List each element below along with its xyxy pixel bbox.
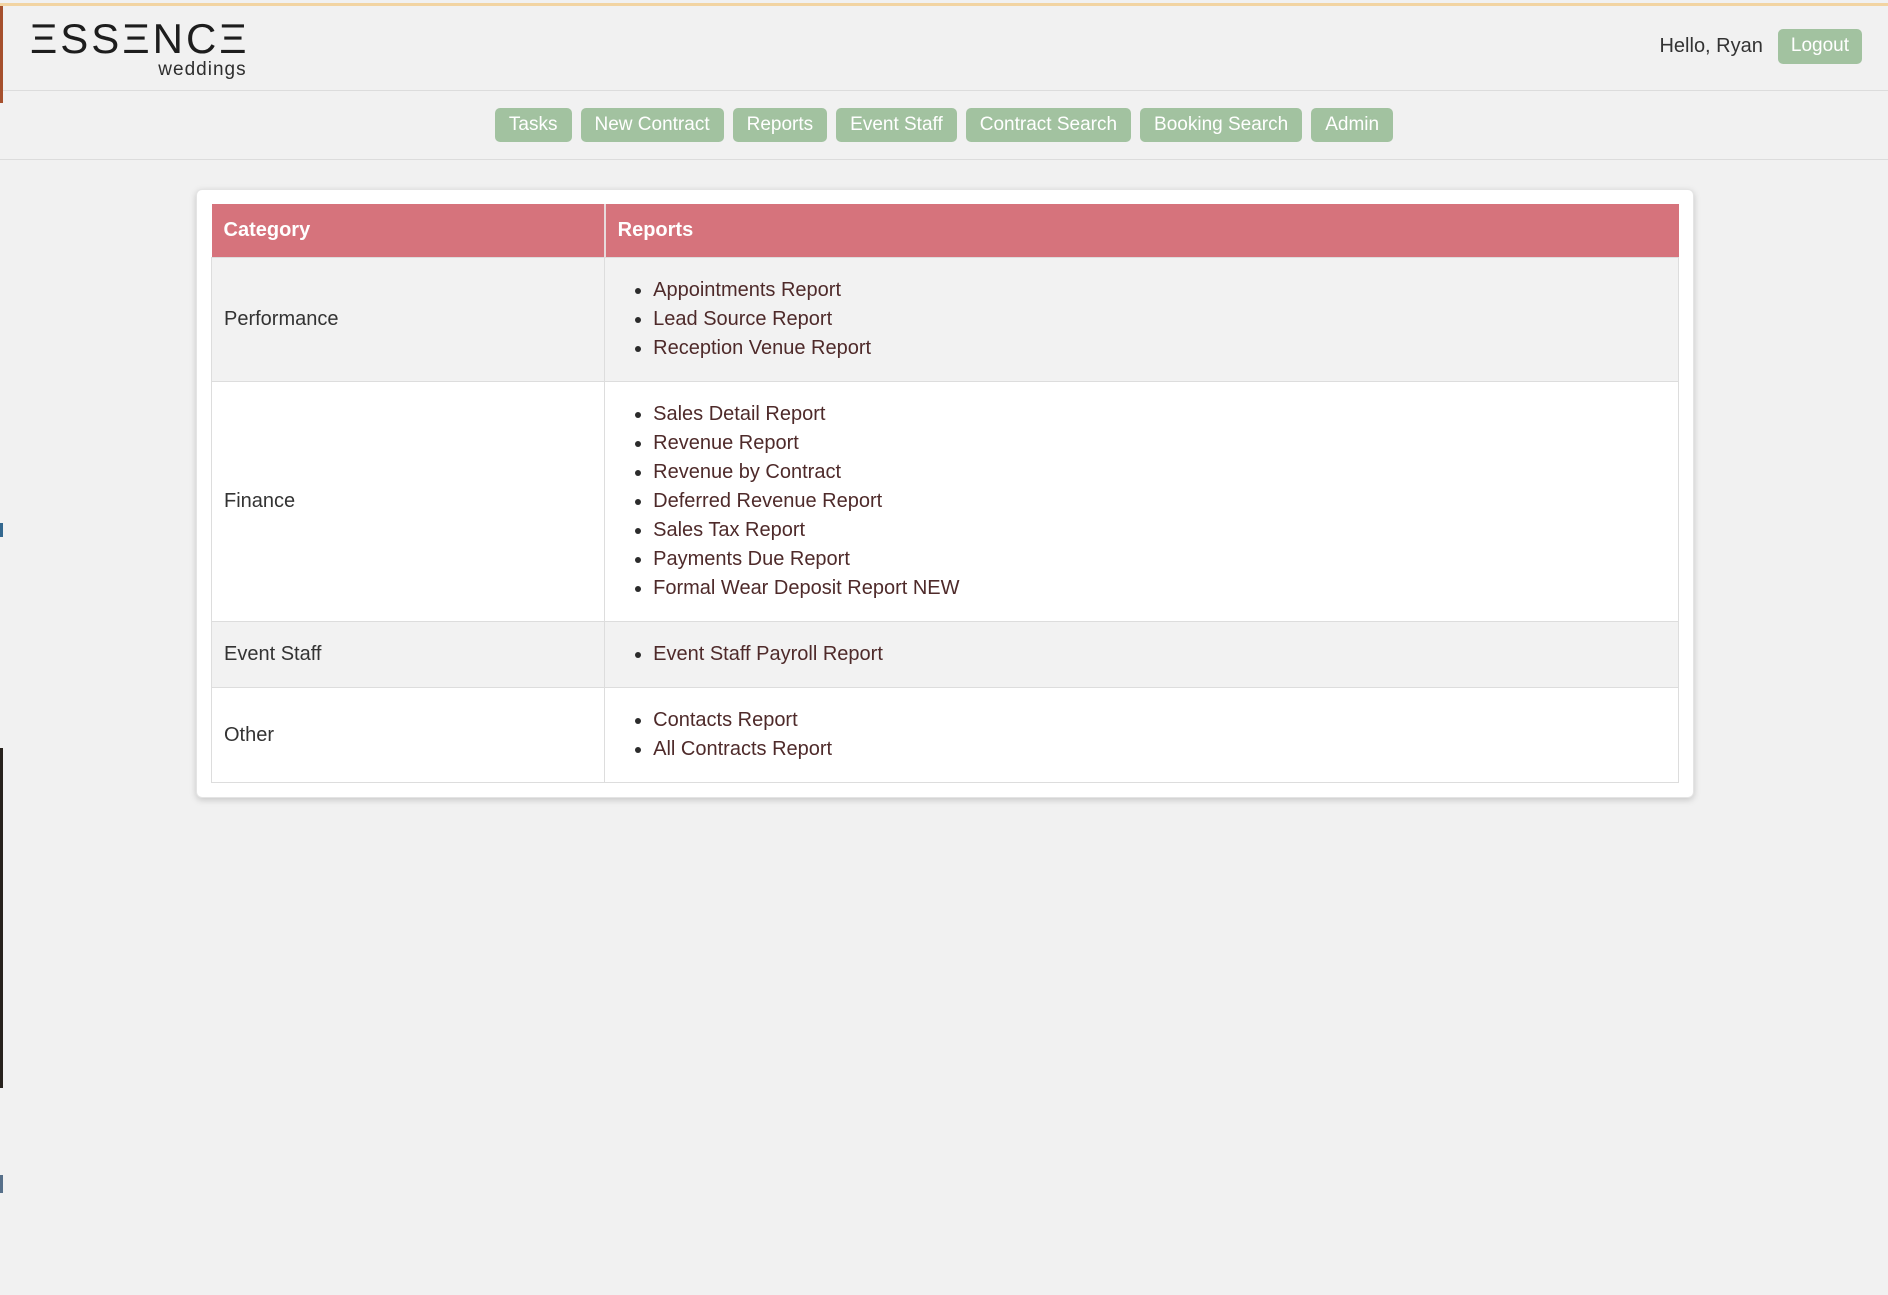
report-link-deferred-revenue[interactable]: Deferred Revenue Report xyxy=(653,490,883,512)
logout-button[interactable]: Logout xyxy=(1777,29,1862,64)
reports-cell: Event Staff Payroll Report xyxy=(604,621,1679,688)
screen-edge-artifact xyxy=(0,1175,3,1193)
list-item: Payments Due Report xyxy=(653,545,1668,574)
window-top-accent xyxy=(0,3,1888,6)
report-link-sales-detail[interactable]: Sales Detail Report xyxy=(653,403,826,425)
report-link-revenue[interactable]: Revenue Report xyxy=(653,432,799,454)
report-link-formal-wear-deposit[interactable]: Formal Wear Deposit Report NEW xyxy=(653,577,960,599)
column-header-category: Category xyxy=(211,204,605,258)
category-label: Finance xyxy=(210,381,606,622)
list-item: Deferred Revenue Report xyxy=(653,487,1668,516)
reports-card: Category Reports Performance Appointment… xyxy=(196,189,1694,798)
category-label: Event Staff xyxy=(210,621,606,688)
nav-button-event-staff[interactable]: Event Staff xyxy=(836,107,957,143)
main-content: Category Reports Performance Appointment… xyxy=(0,189,1888,798)
list-item: Sales Detail Report xyxy=(653,400,1668,429)
brand-logo[interactable]: ΞSSΞNCΞ weddings xyxy=(30,13,250,81)
list-item: Lead Source Report xyxy=(653,305,1668,334)
table-row-finance: Finance Sales Detail Report Revenue Repo… xyxy=(210,381,1679,622)
report-link-contacts[interactable]: Contacts Report xyxy=(653,709,798,731)
list-item: Appointments Report xyxy=(653,276,1668,305)
report-list: Event Staff Payroll Report xyxy=(615,640,1668,669)
logo-tagline: weddings xyxy=(158,58,247,80)
header: ΞSSΞNCΞ weddings Hello, Ryan Logout xyxy=(0,3,1888,91)
report-link-reception-venue[interactable]: Reception Venue Report xyxy=(653,337,872,359)
reports-cell: Contacts Report All Contracts Report xyxy=(604,687,1679,783)
list-item: Revenue Report xyxy=(653,429,1668,458)
list-item: Contacts Report xyxy=(653,706,1668,735)
table-row-performance: Performance Appointments Report Lead Sou… xyxy=(210,257,1679,382)
report-list: Contacts Report All Contracts Report xyxy=(615,706,1668,764)
column-header-reports: Reports xyxy=(603,204,1679,258)
list-item: Reception Venue Report xyxy=(653,334,1668,363)
report-link-all-contracts[interactable]: All Contracts Report xyxy=(653,738,833,760)
report-link-lead-source[interactable]: Lead Source Report xyxy=(653,308,833,330)
list-item: Sales Tax Report xyxy=(653,516,1668,545)
nav-button-new-contract[interactable]: New Contract xyxy=(580,107,724,143)
table-row-event-staff: Event Staff Event Staff Payroll Report xyxy=(210,621,1679,688)
nav-button-contract-search[interactable]: Contract Search xyxy=(965,107,1132,143)
report-link-revenue-by-contract[interactable]: Revenue by Contract xyxy=(653,461,842,483)
report-link-appointments[interactable]: Appointments Report xyxy=(653,279,842,301)
category-label: Performance xyxy=(210,257,606,382)
list-item: Revenue by Contract xyxy=(653,458,1668,487)
report-link-event-staff-payroll[interactable]: Event Staff Payroll Report xyxy=(653,643,883,665)
table-header-row: Category Reports xyxy=(211,204,1679,258)
table-row-other: Other Contacts Report All Contracts Repo… xyxy=(210,687,1679,783)
list-item: Event Staff Payroll Report xyxy=(653,640,1668,669)
nav-button-admin[interactable]: Admin xyxy=(1311,107,1394,143)
nav-button-booking-search[interactable]: Booking Search xyxy=(1140,107,1303,143)
reports-cell: Appointments Report Lead Source Report R… xyxy=(604,257,1679,382)
nav-button-tasks[interactable]: Tasks xyxy=(494,107,572,143)
nav-button-reports[interactable]: Reports xyxy=(732,107,828,143)
category-label: Other xyxy=(210,687,606,783)
main-nav: Tasks New Contract Reports Event Staff C… xyxy=(0,91,1888,160)
list-item: All Contracts Report xyxy=(653,735,1668,764)
report-list: Appointments Report Lead Source Report R… xyxy=(615,276,1668,363)
list-item: Formal Wear Deposit Report NEW xyxy=(653,574,1668,603)
reports-table: Category Reports Performance Appointment… xyxy=(210,204,1679,783)
screen-edge-artifact xyxy=(0,6,3,103)
report-list: Sales Detail Report Revenue Report Reven… xyxy=(615,400,1668,603)
report-link-payments-due[interactable]: Payments Due Report xyxy=(653,548,850,570)
screen-edge-artifact xyxy=(0,748,3,1088)
logo-text: ΞSSΞNCΞ xyxy=(30,14,250,62)
greeting-text: Hello, Ryan xyxy=(1659,34,1763,57)
reports-cell: Sales Detail Report Revenue Report Reven… xyxy=(604,381,1679,622)
screen-edge-artifact xyxy=(0,523,3,537)
report-link-sales-tax[interactable]: Sales Tax Report xyxy=(653,519,806,541)
user-area: Hello, Ryan Logout xyxy=(1659,29,1862,64)
